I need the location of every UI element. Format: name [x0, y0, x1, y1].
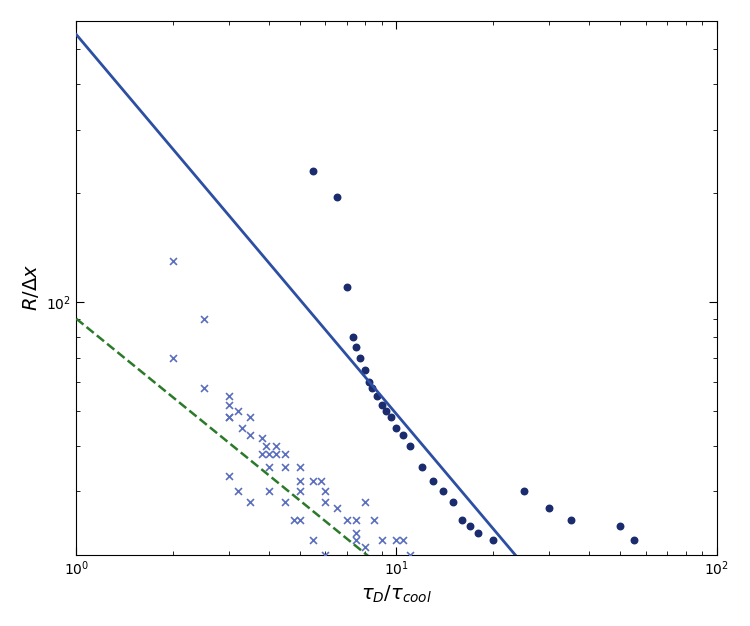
- Point: [232, 486, 244, 496]
- Point: [350, 342, 362, 352]
- Point: [359, 497, 371, 507]
- Point: [294, 462, 306, 472]
- Point: [354, 353, 366, 363]
- Point: [391, 535, 403, 545]
- Point: [376, 535, 388, 545]
- Point: [256, 449, 268, 459]
- Point: [260, 441, 272, 451]
- Point: [518, 486, 530, 496]
- Point: [236, 423, 248, 433]
- Point: [280, 497, 292, 507]
- Point: [447, 497, 459, 507]
- Point: [280, 449, 292, 459]
- Point: [308, 476, 320, 486]
- Point: [437, 486, 449, 496]
- Point: [380, 406, 392, 416]
- Point: [363, 377, 375, 387]
- Point: [391, 423, 403, 433]
- Point: [404, 550, 416, 560]
- Point: [340, 282, 352, 292]
- Point: [223, 413, 235, 423]
- Point: [331, 567, 343, 577]
- Point: [294, 515, 306, 525]
- Point: [340, 515, 352, 525]
- Point: [244, 497, 256, 507]
- Point: [398, 535, 410, 545]
- Point: [614, 521, 626, 531]
- Point: [198, 382, 210, 393]
- Point: [198, 314, 210, 324]
- Point: [331, 192, 343, 202]
- Point: [223, 391, 235, 401]
- Point: [294, 486, 306, 496]
- Point: [315, 476, 327, 486]
- Point: [223, 413, 235, 423]
- Y-axis label: $R / \Delta x$: $R / \Delta x$: [21, 264, 40, 311]
- Point: [368, 515, 380, 525]
- Point: [427, 476, 439, 486]
- Point: [244, 429, 256, 439]
- Point: [346, 332, 358, 342]
- Point: [366, 382, 378, 393]
- Point: [232, 406, 244, 416]
- Point: [404, 441, 416, 451]
- Point: [223, 400, 235, 410]
- Point: [280, 462, 292, 472]
- Point: [385, 413, 397, 423]
- Point: [464, 521, 476, 531]
- Point: [320, 497, 332, 507]
- Point: [398, 429, 410, 439]
- Point: [256, 433, 268, 443]
- Point: [350, 528, 362, 538]
- Point: [166, 353, 178, 363]
- Point: [487, 535, 499, 545]
- Point: [263, 449, 275, 459]
- Point: [270, 441, 282, 451]
- Point: [472, 528, 484, 538]
- Point: [263, 462, 275, 472]
- Point: [294, 476, 306, 486]
- Point: [331, 503, 343, 513]
- Point: [270, 449, 282, 459]
- Point: [359, 542, 371, 552]
- Point: [320, 550, 332, 560]
- Point: [371, 391, 383, 401]
- Point: [543, 503, 555, 513]
- Point: [350, 535, 362, 545]
- Point: [340, 575, 352, 585]
- Point: [320, 486, 332, 496]
- Point: [376, 400, 388, 410]
- Point: [166, 256, 178, 266]
- Point: [565, 515, 577, 525]
- Point: [628, 535, 640, 545]
- Point: [244, 413, 256, 423]
- Point: [289, 515, 301, 525]
- Point: [350, 515, 362, 525]
- Point: [263, 486, 275, 496]
- Point: [308, 167, 320, 177]
- Point: [308, 535, 320, 545]
- Point: [456, 515, 468, 525]
- Point: [223, 471, 235, 481]
- X-axis label: $\tau_D / \tau_{cool}$: $\tau_D / \tau_{cool}$: [361, 584, 432, 605]
- Point: [416, 462, 428, 472]
- Point: [359, 365, 371, 375]
